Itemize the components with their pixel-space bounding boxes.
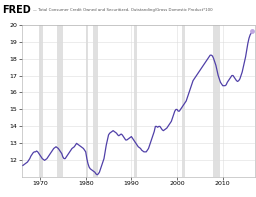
Bar <box>182 25 185 177</box>
Bar <box>93 25 98 177</box>
Bar <box>57 25 63 177</box>
Bar <box>213 25 220 177</box>
Text: — Total Consumer Credit Owned and Securitized, Outstanding/Gross Domestic Produc: — Total Consumer Credit Owned and Securi… <box>33 8 213 12</box>
Bar <box>134 25 137 177</box>
Text: FRED: FRED <box>3 5 31 15</box>
Bar <box>86 25 88 177</box>
Bar <box>39 25 44 177</box>
